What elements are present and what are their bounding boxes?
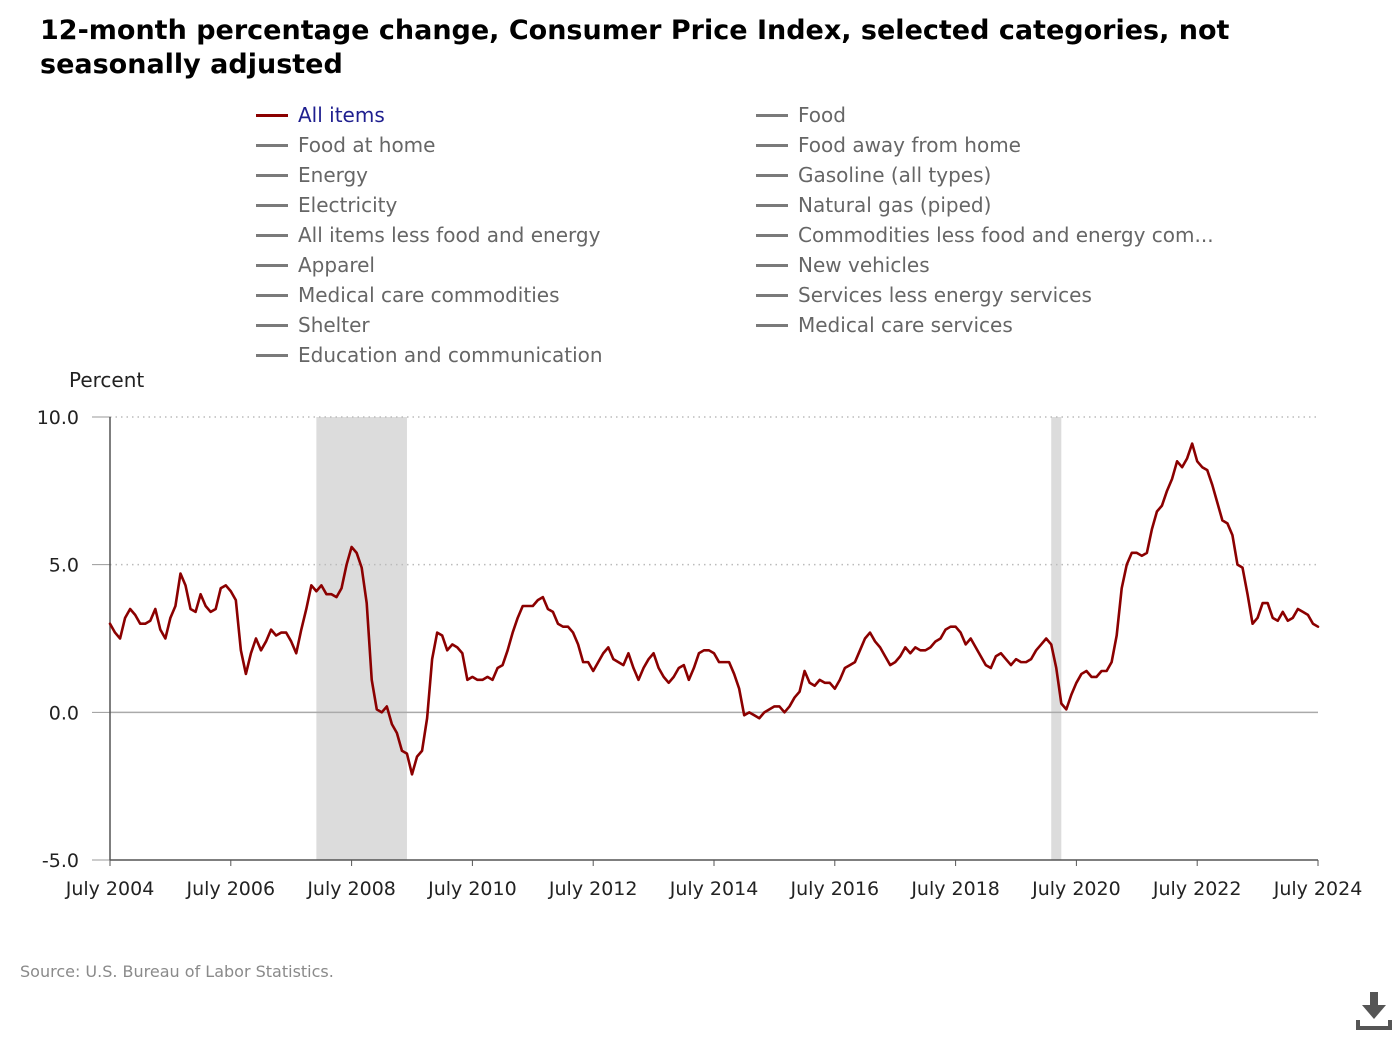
x-tick-label: July 2024 bbox=[1273, 878, 1363, 900]
legend: All items Food Food at home Food away from … bbox=[256, 100, 1256, 370]
legend-swatch bbox=[256, 323, 288, 327]
legend-item[interactable]: Food away from home bbox=[756, 130, 1021, 160]
legend-label: Natural gas (piped) bbox=[798, 193, 992, 217]
legend-label: Shelter bbox=[298, 313, 370, 337]
legend-swatch bbox=[256, 233, 288, 237]
x-tick-label: July 2008 bbox=[306, 878, 396, 900]
chart-title: 12-month percentage change, Consumer Pri… bbox=[40, 15, 1230, 80]
legend-swatch bbox=[756, 203, 788, 207]
y-tick-labels: 10.0 5.0 0.0 -5.0 bbox=[37, 407, 79, 872]
legend-item[interactable]: Apparel bbox=[256, 250, 375, 280]
legend-swatch bbox=[256, 113, 288, 117]
legend-item[interactable]: Food at home bbox=[256, 130, 435, 160]
legend-item[interactable]: All items less food and energy bbox=[256, 220, 600, 250]
download-button[interactable] bbox=[1352, 990, 1396, 1034]
legend-label: All items less food and energy bbox=[298, 223, 601, 247]
legend-swatch bbox=[756, 233, 788, 237]
legend-label: All items bbox=[298, 103, 385, 127]
x-tick-labels: July 2004 July 2006 July 2008 July 2010 July… bbox=[65, 860, 1363, 900]
legend-swatch bbox=[256, 143, 288, 147]
legend-swatch bbox=[256, 353, 288, 357]
legend-label: Food away from home bbox=[798, 133, 1021, 157]
legend-swatch bbox=[256, 293, 288, 297]
legend-label: Services less energy services bbox=[798, 283, 1092, 307]
series-line-all-items bbox=[108, 442, 1320, 776]
legend-label: Gasoline (all types) bbox=[798, 163, 992, 187]
x-tick-label: July 2022 bbox=[1152, 878, 1242, 900]
legend-item[interactable]: Medical care commodities bbox=[256, 280, 559, 310]
legend-swatch bbox=[756, 323, 788, 327]
legend-swatch bbox=[756, 143, 788, 147]
legend-item[interactable]: Commodities less food and energy com... bbox=[756, 220, 1214, 250]
y-tick-label: 5.0 bbox=[49, 555, 79, 577]
x-tick-label: July 2004 bbox=[65, 878, 155, 900]
legend-item[interactable]: Gasoline (all types) bbox=[756, 160, 991, 190]
legend-label: New vehicles bbox=[798, 253, 930, 277]
legend-label: Medical care commodities bbox=[298, 283, 560, 307]
legend-label: Education and communication bbox=[298, 343, 603, 367]
recession-bands bbox=[316, 417, 1062, 860]
legend-item[interactable]: Electricity bbox=[256, 190, 397, 220]
legend-swatch bbox=[256, 263, 288, 267]
x-tick-label: July 2020 bbox=[1031, 878, 1121, 900]
legend-item[interactable]: Shelter bbox=[256, 310, 370, 340]
axes bbox=[109, 417, 1318, 861]
x-tick-label: July 2006 bbox=[186, 878, 276, 900]
x-tick-label: July 2018 bbox=[910, 878, 1000, 900]
y-tick-label: 0.0 bbox=[49, 702, 79, 724]
legend-swatch bbox=[756, 293, 788, 297]
legend-label: Medical care services bbox=[798, 313, 1013, 337]
legend-label: Food bbox=[798, 103, 846, 127]
legend-item[interactable]: New vehicles bbox=[756, 250, 930, 280]
legend-item[interactable]: Natural gas (piped) bbox=[756, 190, 991, 220]
y-tick-label: -5.0 bbox=[42, 850, 79, 872]
y-tick-label: 10.0 bbox=[37, 407, 79, 429]
legend-label: Electricity bbox=[298, 193, 398, 217]
legend-item[interactable]: Education and communication bbox=[256, 340, 603, 370]
download-icon bbox=[1356, 992, 1392, 1030]
x-tick-label: July 2010 bbox=[427, 878, 517, 900]
x-tick-label: July 2016 bbox=[790, 878, 880, 900]
series-lines bbox=[108, 442, 1320, 776]
x-tick-label: July 2012 bbox=[548, 878, 638, 900]
legend-item[interactable]: All items bbox=[256, 100, 385, 130]
legend-swatch bbox=[756, 113, 788, 117]
line-chart: Percent 10.05.00.0-5.0 July 2004 July 200… bbox=[37, 368, 1363, 900]
legend-item[interactable]: Services less energy services bbox=[756, 280, 1092, 310]
recession-band bbox=[316, 417, 407, 860]
legend-item[interactable]: Medical care services bbox=[756, 310, 1013, 340]
legend-item[interactable]: Energy bbox=[256, 160, 368, 190]
x-tick-label: July 2014 bbox=[669, 878, 759, 900]
legend-label: Energy bbox=[298, 163, 369, 187]
legend-swatch bbox=[756, 173, 788, 177]
legend-swatch bbox=[256, 173, 288, 177]
legend-label: Apparel bbox=[298, 253, 375, 277]
legend-item[interactable]: Food bbox=[756, 100, 846, 130]
legend-label: Food at home bbox=[298, 133, 436, 157]
source-note: Source: U.S. Bureau of Labor Statistics. bbox=[20, 962, 334, 981]
legend-swatch bbox=[256, 203, 288, 207]
gridlines bbox=[92, 416, 1318, 861]
legend-swatch bbox=[756, 263, 788, 267]
recession-band bbox=[1051, 417, 1062, 860]
y-axis-label: Percent bbox=[69, 368, 144, 392]
legend-label: Commodities less food and energy com... bbox=[798, 223, 1214, 247]
